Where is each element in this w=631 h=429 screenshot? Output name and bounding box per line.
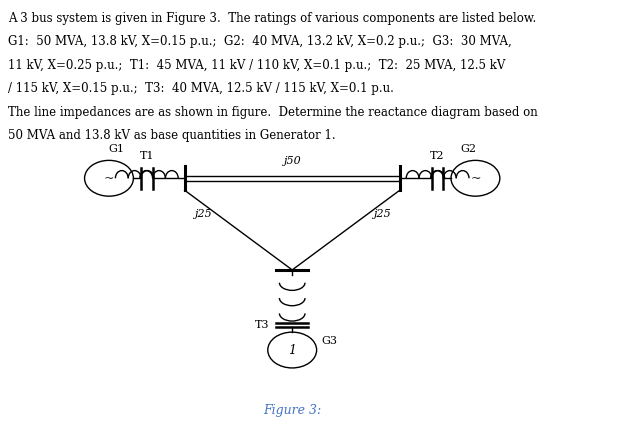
Text: ~: ~ [103,172,114,185]
Text: 50 MVA and 13.8 kV as base quantities in Generator 1.: 50 MVA and 13.8 kV as base quantities in… [8,129,336,142]
Text: j25: j25 [194,209,212,219]
Text: / 115 kV, X=0.15 p.u.;  T3:  40 MVA, 12.5 kV / 115 kV, X=0.1 p.u.: / 115 kV, X=0.15 p.u.; T3: 40 MVA, 12.5 … [8,82,394,95]
Text: G1:  50 MVA, 13.8 kV, X=0.15 p.u.;  G2:  40 MVA, 13.2 kV, X=0.2 p.u.;  G3:  30 M: G1: 50 MVA, 13.8 kV, X=0.15 p.u.; G2: 40… [8,36,512,48]
Text: G3: G3 [321,336,338,346]
Text: The line impedances are as shown in figure.  Determine the reactance diagram bas: The line impedances are as shown in figu… [8,106,538,119]
Text: Figure 3:: Figure 3: [263,404,321,417]
Text: G2: G2 [460,144,476,154]
Text: T2: T2 [430,151,445,161]
Text: ~: ~ [470,172,481,185]
Text: G1: G1 [109,144,124,154]
Text: T3: T3 [255,320,269,330]
Text: A 3 bus system is given in Figure 3.  The ratings of various components are list: A 3 bus system is given in Figure 3. The… [8,12,536,25]
Text: 1: 1 [288,344,296,356]
Text: 11 kV, X=0.25 p.u.;  T1:  45 MVA, 11 kV / 110 kV, X=0.1 p.u.;  T2:  25 MVA, 12.5: 11 kV, X=0.25 p.u.; T1: 45 MVA, 11 kV / … [8,59,505,72]
Text: T1: T1 [139,151,154,161]
Text: j50: j50 [283,156,301,166]
Text: j25: j25 [373,209,391,219]
